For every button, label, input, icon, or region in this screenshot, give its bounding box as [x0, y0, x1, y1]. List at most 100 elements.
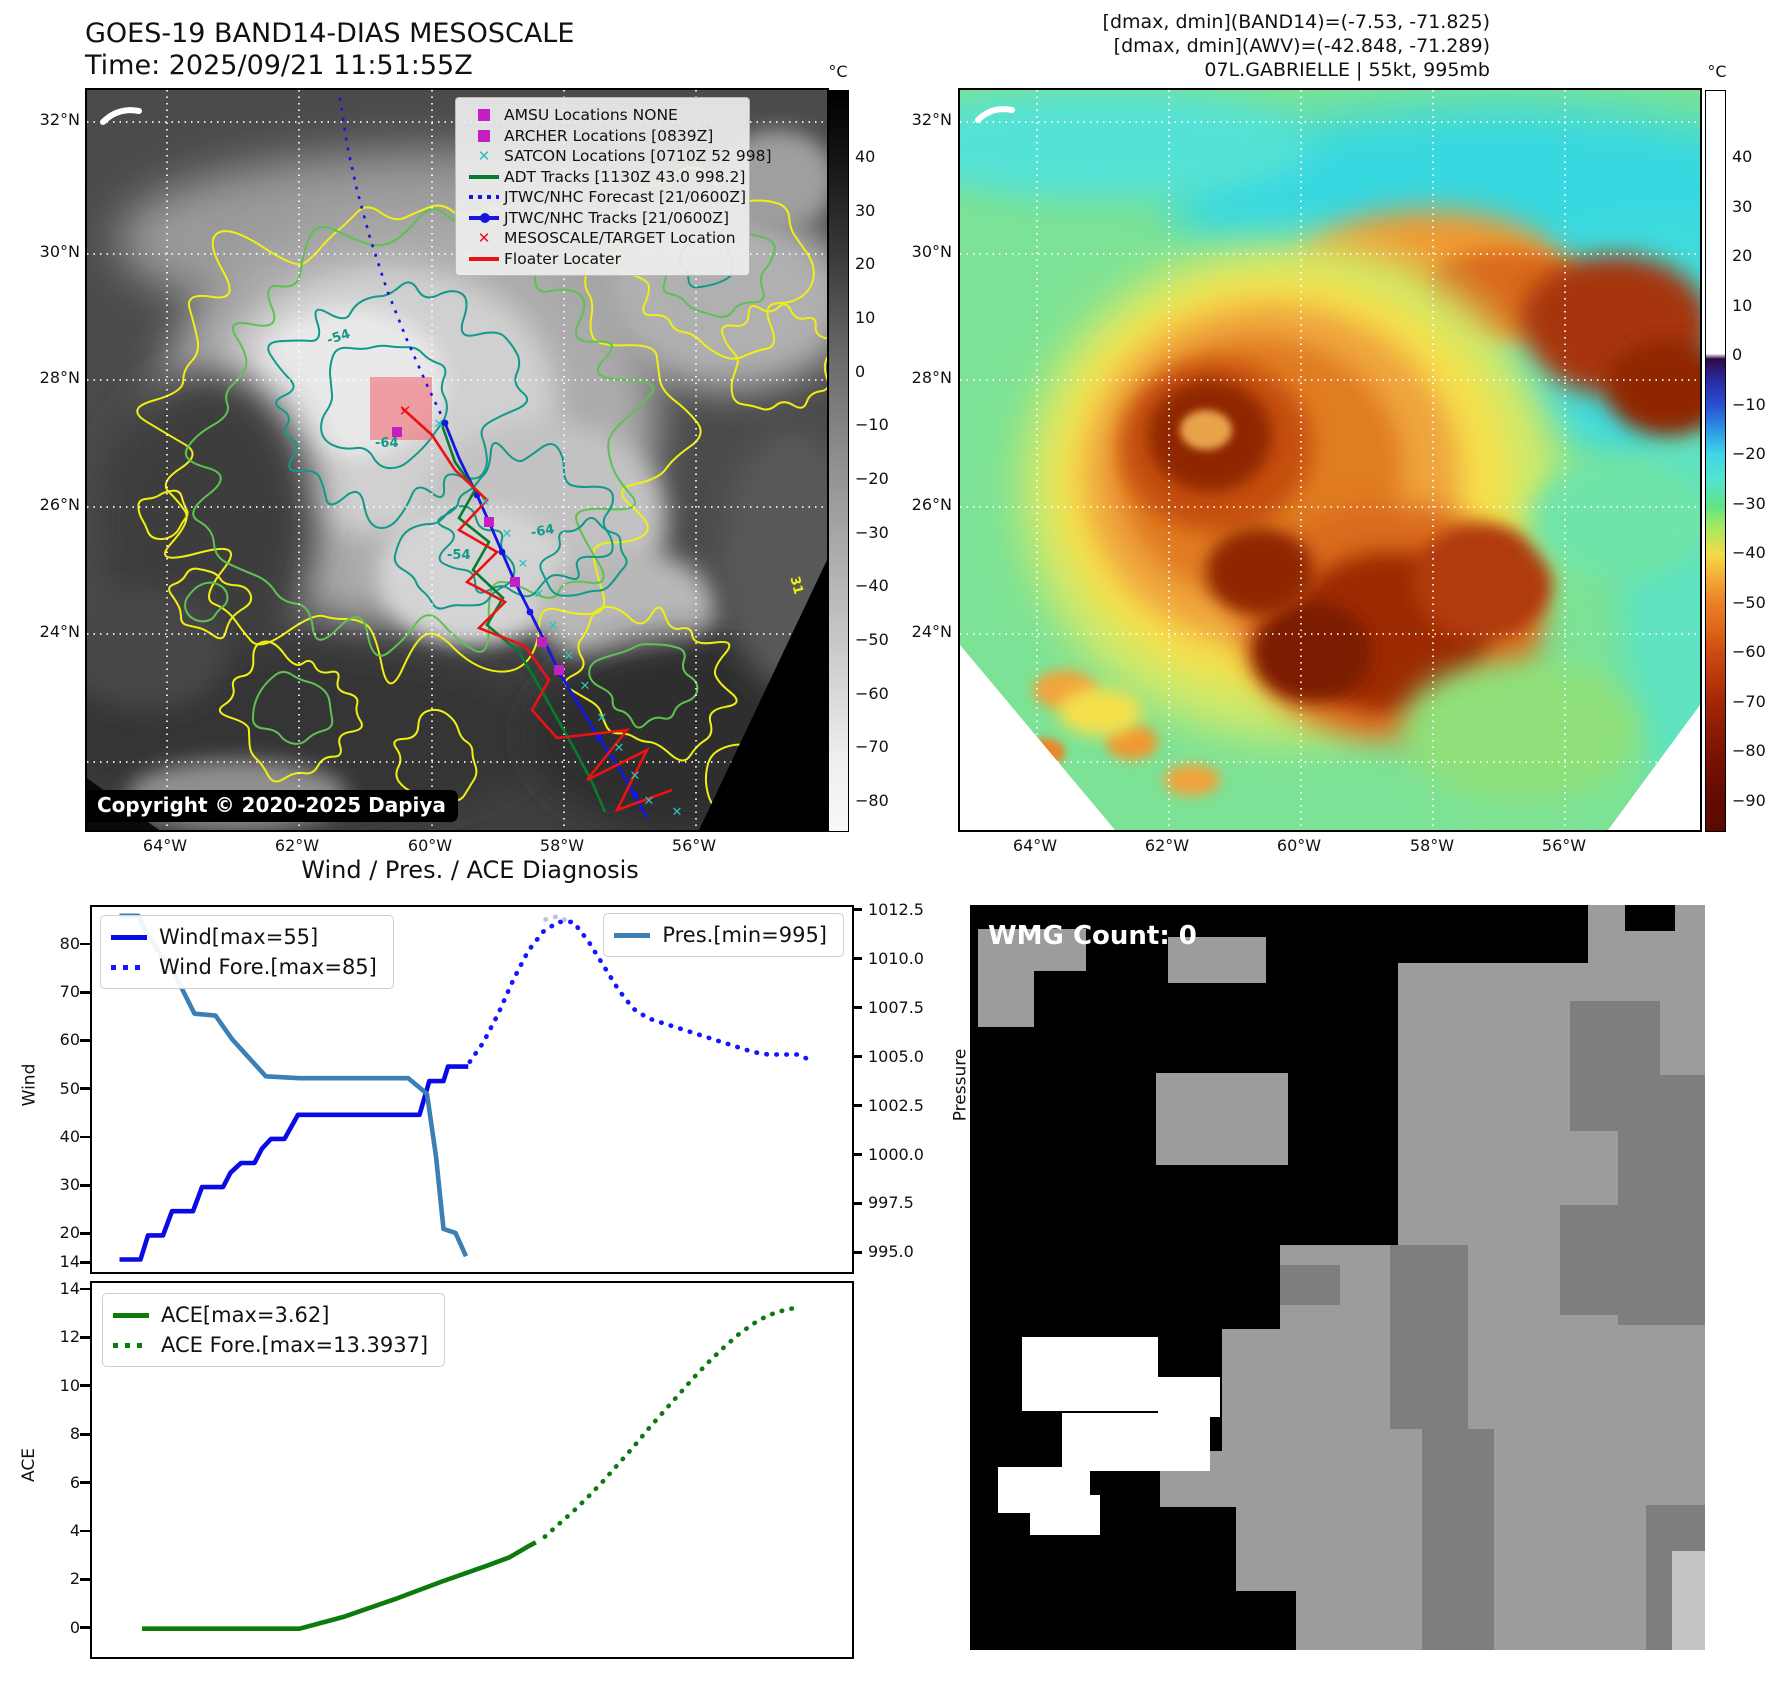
wmg-count-label: WMG Count: 0: [988, 921, 1197, 951]
lon-label: 56°W: [1541, 836, 1587, 855]
legend-item: ARCHER Locations [0839Z]: [464, 126, 739, 147]
tick-mark: [852, 908, 862, 912]
colorbar-tick: −30: [855, 522, 889, 542]
tick-mark: [80, 1336, 90, 1339]
pressure-tick-label: 1012.5: [868, 899, 924, 919]
tick-mark: [80, 1287, 90, 1291]
lon-label: 58°W: [539, 836, 585, 855]
lon-label: 58°W: [1409, 836, 1455, 855]
legend-item-label: ADT Tracks [1130Z 43.0 998.2]: [504, 167, 746, 186]
lon-label: 62°W: [1144, 836, 1190, 855]
pressure-axis-label: Pressure: [950, 1048, 971, 1122]
lon-label: 62°W: [274, 836, 320, 855]
colorbar-tick: −60: [1732, 642, 1766, 662]
colorbar-tick: −80: [855, 791, 889, 811]
tick-mark: [80, 1087, 90, 1091]
legend-item-label: Floater Locater: [504, 249, 621, 268]
colorbar-tick: 0: [855, 361, 866, 381]
dotted-line-swatch: [111, 964, 147, 970]
line-swatch: [469, 175, 499, 179]
dmax-dmin-band14: [dmax, dmin](BAND14)=(-7.53, -71.825): [1102, 11, 1490, 33]
ace-tick-label: 0: [69, 1617, 80, 1637]
tick-mark: [80, 1183, 90, 1187]
svg-text:✕: ✕: [580, 679, 591, 694]
colorbar-tick: 10: [855, 308, 876, 327]
wind-legend: Wind[max=55] Wind Fore.[max=85]: [100, 915, 394, 989]
tick-mark: [852, 1202, 862, 1205]
colorbar-tick: −60: [855, 683, 889, 703]
tick-mark: [852, 1250, 862, 1254]
lat-label: 30°N: [911, 242, 952, 261]
tick-mark: [80, 1260, 90, 1264]
tick-mark: [852, 1104, 862, 1107]
legend-item: JTWC/NHC Tracks [21/0600Z]: [464, 208, 739, 229]
svg-text:✕: ✕: [564, 649, 575, 664]
wmg-panel: WMG Count: 0: [970, 905, 1705, 1650]
svg-text:✕: ✕: [630, 769, 641, 784]
tick-mark: [80, 990, 90, 994]
ace-axis-label: ACE: [18, 1448, 39, 1482]
legend-item: JTWC/NHC Forecast [21/0600Z]: [464, 187, 746, 208]
tick-mark: [80, 1578, 90, 1581]
tick-mark: [852, 1055, 862, 1059]
square-magenta-icon: [464, 109, 504, 122]
line-green-icon: [464, 175, 504, 179]
line-swatch: [469, 257, 499, 261]
pressure-tick-label: 1010.0: [868, 948, 924, 968]
chart-legend-item: Wind Fore.[max=85]: [111, 952, 377, 982]
svg-text:✕: ✕: [672, 805, 683, 820]
page-title: GOES-19 BAND14-DIAS MESOSCALE: [85, 18, 575, 49]
colorbar-tick: −70: [855, 737, 889, 757]
colorbar-tick: 0: [1732, 345, 1743, 365]
lat-label: 26°N: [39, 495, 80, 514]
lon-label: 64°W: [142, 836, 188, 855]
lon-label: 60°W: [407, 836, 453, 855]
ace-tick-label: 8: [69, 1424, 80, 1444]
awv-satellite-map: [958, 88, 1702, 832]
tick-mark: [80, 1626, 90, 1630]
chart-legend-item: ACE[max=3.62]: [113, 1300, 428, 1330]
wind-tick-label: 70: [59, 982, 80, 1002]
x-cyan-icon: ✕: [477, 147, 491, 166]
pressure-tick-label: 1007.5: [868, 997, 924, 1017]
lat-label: 26°N: [911, 495, 952, 514]
tick-mark: [852, 1006, 862, 1010]
tick-mark: [80, 1135, 90, 1139]
band14-colorbar: [828, 90, 849, 832]
wind-tick-label: 60: [59, 1030, 80, 1050]
timestamp: Time: 2025/09/21 11:51:55Z: [85, 50, 473, 81]
legend-item: Floater Locater: [464, 249, 739, 270]
pressure-tick-label: 1005.0: [868, 1046, 924, 1066]
wind-tick-label: 50: [59, 1078, 80, 1098]
colorbar-tick: −80: [1732, 741, 1766, 761]
contour-label: -54: [447, 548, 471, 563]
wind-tick-label: 30: [59, 1175, 80, 1195]
colorbar-tick: −30: [1732, 493, 1766, 513]
legend-item-label: ARCHER Locations [0839Z]: [504, 126, 714, 145]
chart-legend-item: ACE Fore.[max=13.3937]: [113, 1330, 428, 1360]
tick-mark: [80, 1231, 90, 1235]
ace-tick-label: 14: [59, 1278, 80, 1298]
legend-item: ✕ SATCON Locations [0710Z 52 998]: [464, 146, 772, 167]
chart-legend-item: Pres.[min=995]: [614, 920, 827, 950]
ace-plot: [142, 1304, 801, 1632]
dmax-dmin-awv: [dmax, dmin](AWV)=(-42.848, -71.289): [1113, 35, 1490, 57]
colorbar-tick: −40: [855, 576, 889, 596]
square-marker: [478, 109, 490, 122]
tick-mark: [80, 942, 90, 946]
ace-chart: ACE[max=3.62] ACE Fore.[max=13.3937]: [90, 1281, 854, 1659]
svg-text:✕: ✕: [518, 557, 529, 572]
ace-tick-label: 12: [59, 1327, 80, 1347]
colorbar-tick: 40: [1732, 147, 1753, 166]
dot: [480, 212, 490, 223]
wind-tick-label: 14: [59, 1252, 80, 1272]
band14-colorbar-unit: °C: [828, 62, 848, 81]
lat-label: 24°N: [911, 622, 952, 641]
colorbar-tick: 20: [855, 254, 876, 274]
lon-label: 60°W: [1276, 836, 1322, 855]
legend-item-label: AMSU Locations NONE: [504, 106, 678, 125]
svg-text:✕: ✕: [434, 417, 445, 432]
tick-mark: [80, 1384, 90, 1388]
tick-mark: [852, 1153, 862, 1156]
